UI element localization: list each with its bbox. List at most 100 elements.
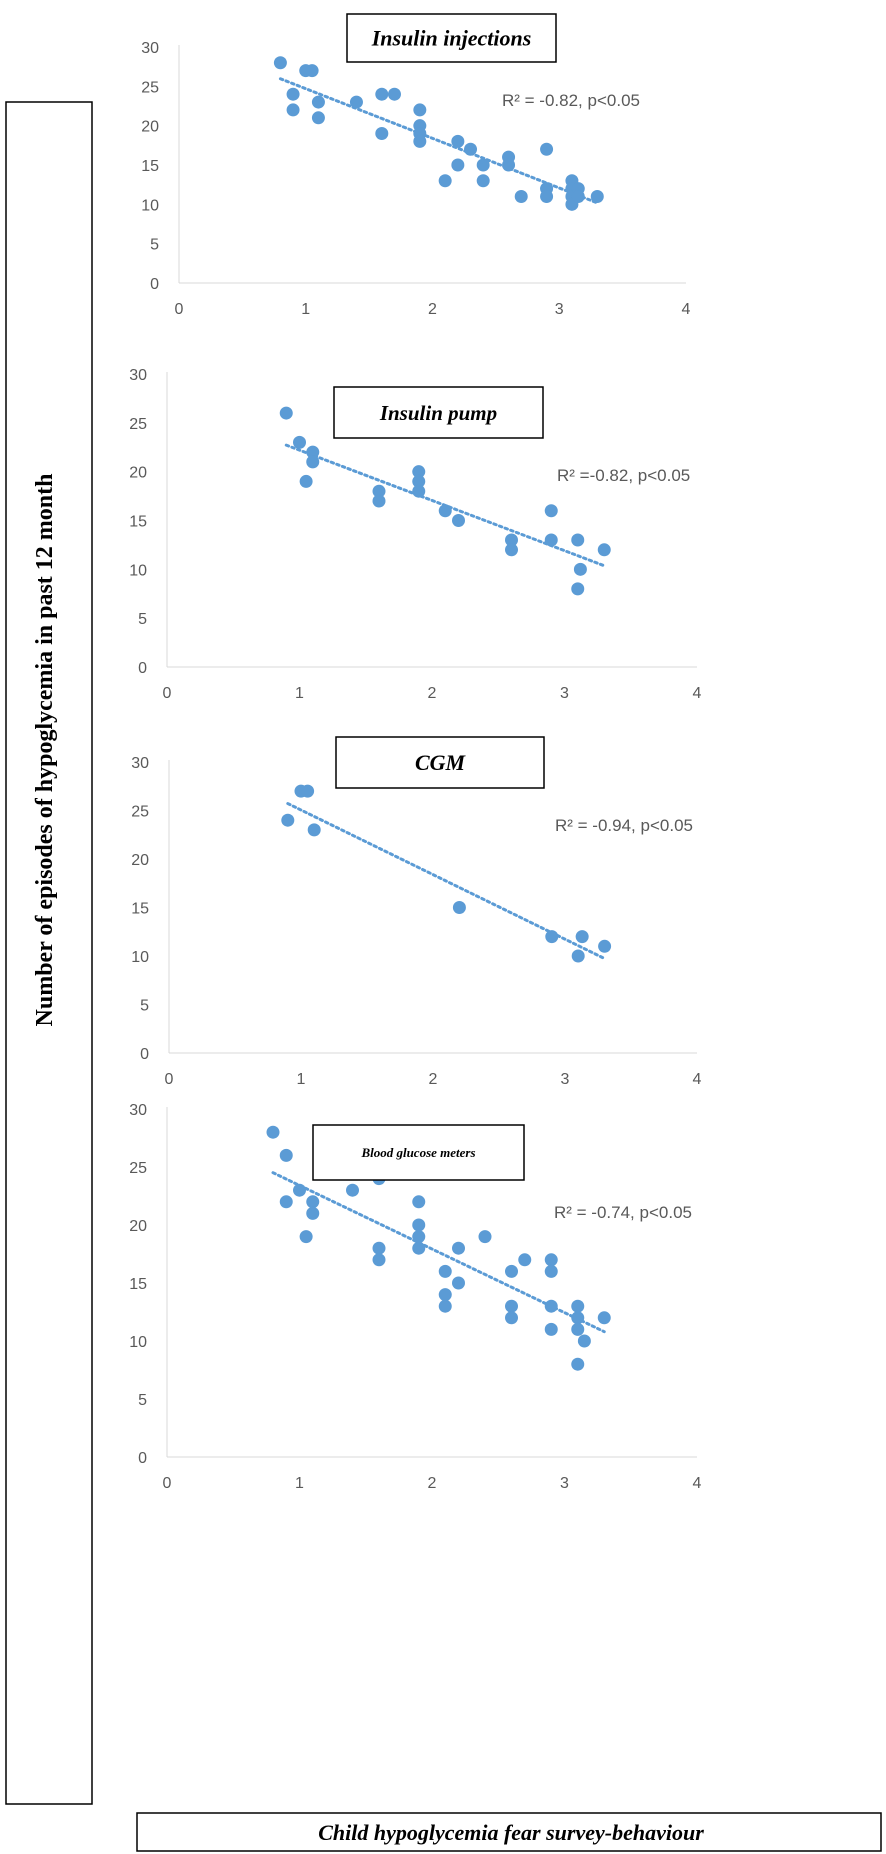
y-tick-label: 15 [141,158,159,175]
data-point [301,784,315,798]
data-point [476,158,490,172]
r-squared-annotation: R² = -0.74, p<0.05 [554,1203,692,1222]
data-point [413,134,427,148]
y-tick-label: 0 [150,276,159,293]
x-tick-label: 1 [297,1071,306,1088]
data-point [505,543,518,557]
y-axis-label-box: Number of episodes of hypoglycemia in pa… [5,101,93,1805]
data-point [299,1230,313,1244]
data-point [293,1183,306,1197]
data-point [544,1322,558,1336]
data-point [279,406,293,420]
y-tick-label: 0 [138,660,147,677]
data-point [281,813,295,827]
y-tick-label: 25 [131,804,149,821]
data-point [452,1241,465,1255]
data-point [412,1218,426,1232]
x-tick-label: 2 [428,301,437,318]
data-point [279,1195,293,1209]
data-point [544,504,558,518]
y-tick-label: 25 [129,416,147,433]
y-tick-label: 5 [138,1392,147,1409]
data-point [375,127,389,141]
data-point [571,189,585,203]
data-point [306,1195,320,1209]
data-point [311,111,325,125]
x-tick-label: 3 [561,1071,570,1088]
scatter-chart-4: 0 5 10 15 20 25 30 0 1 2 3 4 Blood glucose meters R² … [129,1102,701,1492]
data-point [505,1264,518,1278]
scatter-chart-2: 0 5 10 15 20 25 30 0 1 2 3 4 Insulin pump R² =-0.82, … [129,367,701,702]
y-tick-label: 5 [150,237,159,254]
data-point [412,474,426,488]
chart-title-box [333,386,544,439]
r-squared-annotation: R² = -0.94, p<0.05 [555,816,693,835]
data-point [544,1253,558,1267]
data-point [571,949,585,963]
scatter-chart-3: 0 5 10 15 20 25 30 0 1 2 3 4 CGM R² = -0.94, p<0.05 [131,736,702,1088]
data-point [438,174,452,188]
data-point [273,56,287,70]
data-point [438,1288,452,1302]
y-tick-label: 20 [129,1218,147,1235]
chart-title: Insulin injections [371,26,532,51]
data-point [545,930,559,944]
data-point [597,543,611,557]
y-axis-label: Number of episodes of hypoglycemia in pa… [32,474,58,1027]
data-point [598,939,612,953]
data-point [571,582,585,596]
data-point [571,1299,585,1313]
data-point [571,1311,585,1325]
y-tick-label: 20 [131,852,149,869]
data-point [577,1334,591,1348]
data-point [438,1264,452,1278]
x-tick-label: 2 [428,1475,437,1492]
data-point [286,103,300,117]
data-point [279,1148,293,1162]
x-tick-label: 2 [429,1071,438,1088]
data-point [540,189,554,203]
data-point [544,533,558,547]
chart-title: Blood glucose meters [360,1145,475,1160]
x-axis-label: Child hypoglycemia fear survey-behaviour [318,1820,704,1845]
data-point [372,1241,386,1255]
data-point [478,1230,492,1244]
data-point [597,1311,611,1325]
chart-title: Insulin pump [379,401,497,425]
data-point [306,455,320,469]
data-point [306,1206,320,1220]
data-point [571,1357,585,1371]
chart-title-box [312,1124,525,1181]
data-point [452,901,466,914]
data-point [346,1183,359,1197]
x-tick-label: 1 [295,685,304,702]
x-tick-label: 4 [682,301,691,318]
y-tick-label: 10 [141,197,159,214]
data-point [372,484,386,498]
y-tick-label: 30 [129,367,147,384]
data-point [372,494,386,508]
data-point [412,465,426,479]
x-tick-label: 0 [165,1071,174,1088]
y-tick-label: 15 [129,514,147,531]
x-tick-label: 1 [301,301,310,318]
trendline [278,77,599,205]
r-squared-annotation: R² =-0.82, p<0.05 [557,466,690,485]
data-point [544,1299,558,1313]
data-point [571,533,585,547]
data-point [412,1241,426,1255]
data-point [387,87,401,101]
data-point [412,1230,426,1244]
data-point [306,445,320,459]
data-point [590,189,604,203]
x-tick-label: 4 [693,1475,702,1492]
data-point [266,1125,280,1139]
x-tick-label: 3 [560,1475,569,1492]
scatter-chart-1: 0 5 10 15 20 25 30 0 1 2 3 4 Insulin injections R² = … [141,13,691,318]
y-tick-label: 30 [129,1102,147,1119]
data-point [573,562,587,576]
x-tick-label: 1 [295,1475,304,1492]
data-point [349,95,363,109]
data-point [505,1299,518,1313]
x-tick-label: 0 [163,685,172,702]
